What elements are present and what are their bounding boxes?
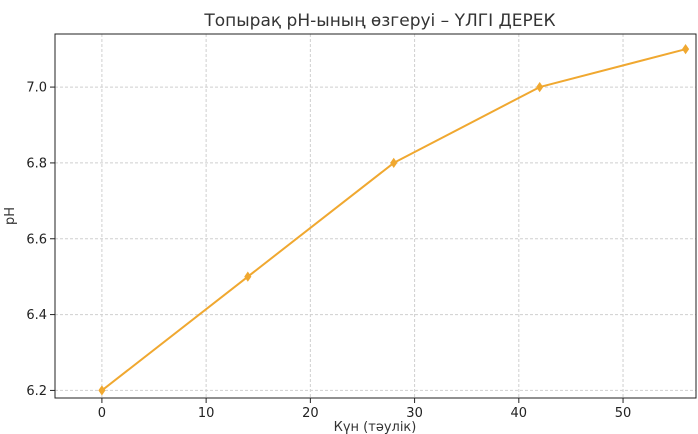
- grid-layer: [55, 34, 696, 398]
- x-tick-label: 10: [198, 406, 215, 421]
- chart-title: Топырақ pH-ының өзгеруі – ҮЛГІ ДЕРЕК: [203, 11, 555, 31]
- x-axis-label: Күн (тәулік): [334, 420, 417, 434]
- x-tick-label: 50: [615, 406, 632, 421]
- data-point-marker: [536, 81, 544, 93]
- y-tick-label: 6.2: [26, 384, 47, 399]
- data-point-marker: [390, 157, 398, 169]
- data-point-marker: [244, 271, 252, 282]
- y-tick-label: 7.0: [26, 81, 47, 96]
- series-line: [101, 48, 686, 392]
- data-point-marker: [98, 385, 106, 396]
- series-layer: [98, 44, 690, 396]
- x-tick-label: 30: [406, 406, 423, 421]
- data-point-marker: [682, 44, 690, 55]
- y-tick-label: 6.4: [26, 308, 47, 323]
- x-tick-label: 40: [511, 406, 528, 421]
- tick-layer: 0 10 20 30 40 50 6.2 6.4 6.6 6.8 7.0: [26, 81, 631, 421]
- x-tick-label: 20: [302, 406, 319, 421]
- x-tick-label: 0: [98, 406, 106, 421]
- y-tick-label: 6.6: [26, 232, 47, 247]
- plot-area-frame: [54, 33, 697, 399]
- y-tick-label: 6.8: [26, 156, 47, 171]
- y-axis-label: pH: [3, 207, 18, 225]
